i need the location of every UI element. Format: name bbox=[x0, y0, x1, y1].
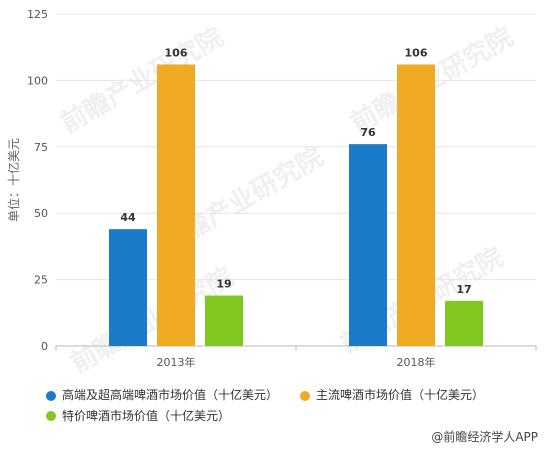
x-tick-label: 2013年 bbox=[157, 355, 196, 369]
bar bbox=[205, 295, 243, 346]
source-credit: @前瞻经济学人APP bbox=[431, 430, 538, 444]
x-tick-label: 2018年 bbox=[397, 355, 436, 369]
legend-item[interactable]: 特价啤酒市场价值（十亿美元） bbox=[46, 407, 230, 426]
y-axis-label: 单位：十亿美元 bbox=[6, 138, 21, 222]
legend-label: 主流啤酒市场价值（十亿美元） bbox=[316, 388, 485, 402]
legend-dot-icon bbox=[46, 411, 56, 421]
data-label: 19 bbox=[216, 278, 231, 291]
data-label: 17 bbox=[456, 283, 471, 296]
data-labels: 44 106 19 76 106 17 bbox=[120, 46, 471, 295]
legend-dot-icon bbox=[46, 390, 56, 401]
legend: 高端及超高端啤酒市场价值（十亿美元） 主流啤酒市场价值（十亿美元） 特价啤酒市场价值… bbox=[46, 386, 526, 427]
legend-item[interactable]: 高端及超高端啤酒市场价值（十亿美元） bbox=[46, 386, 278, 405]
y-tick-label: 0 bbox=[41, 340, 48, 353]
legend-dot-icon bbox=[300, 390, 311, 401]
y-tick-label: 75 bbox=[34, 141, 48, 154]
legend-label: 高端及超高端啤酒市场价值（十亿美元） bbox=[62, 388, 279, 402]
legend-item[interactable]: 主流啤酒市场价值（十亿美元） bbox=[300, 386, 484, 405]
bar bbox=[109, 229, 147, 346]
bars bbox=[109, 64, 483, 347]
data-label: 106 bbox=[405, 46, 428, 59]
y-tick-label: 50 bbox=[34, 207, 48, 220]
y-tick-label: 125 bbox=[27, 8, 48, 21]
bar bbox=[445, 300, 483, 346]
x-axis-ticks: 2013年 2018年 bbox=[55, 346, 537, 369]
data-label: 44 bbox=[120, 211, 136, 224]
y-axis-ticks: 0 25 50 75 100 125 bbox=[27, 8, 48, 353]
data-label: 76 bbox=[360, 126, 376, 139]
data-label: 106 bbox=[165, 46, 188, 59]
y-tick-label: 100 bbox=[27, 74, 48, 87]
y-tick-label: 25 bbox=[34, 274, 48, 287]
bar bbox=[349, 144, 387, 346]
legend-label: 特价啤酒市场价值（十亿美元） bbox=[62, 408, 231, 423]
bar bbox=[397, 64, 435, 347]
bar bbox=[157, 64, 195, 347]
